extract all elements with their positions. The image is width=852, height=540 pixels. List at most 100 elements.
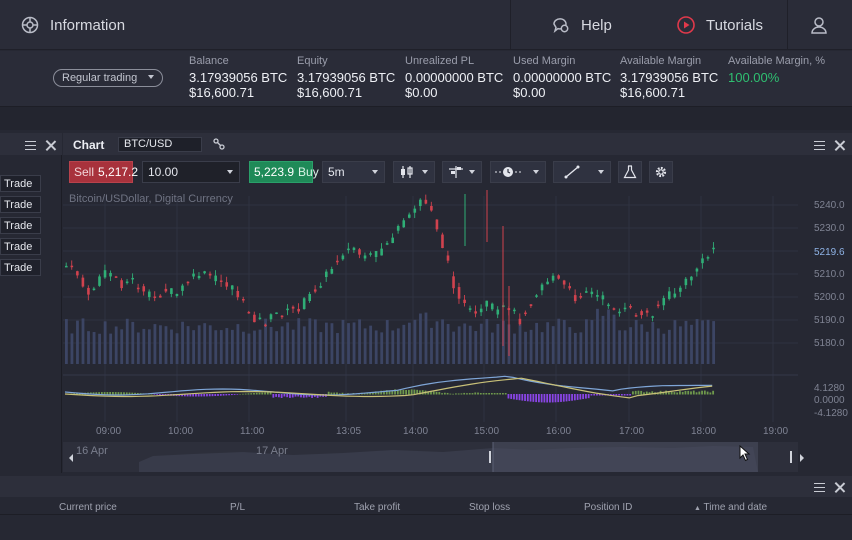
macd-bar [703, 390, 706, 395]
volume-bar [629, 327, 633, 364]
volume-bar [170, 329, 173, 364]
macd-bar [214, 394, 217, 397]
column-pl[interactable]: P/L [230, 502, 246, 513]
macd-bar [518, 394, 521, 401]
volume-bar [667, 329, 671, 364]
macd-bar [197, 394, 200, 397]
close-icon[interactable] [45, 140, 56, 151]
column-take-profit[interactable]: Take profit [354, 502, 401, 513]
trade-button[interactable]: Trade [0, 259, 41, 276]
symbol-input[interactable]: BTC/USD [118, 137, 202, 152]
macd-bar [200, 394, 203, 397]
macd-bar [369, 392, 372, 395]
indicators-button[interactable] [442, 161, 482, 183]
macd-bar [186, 394, 189, 397]
candle [358, 249, 361, 255]
volume-bar [645, 331, 649, 364]
volume-bar [358, 319, 361, 364]
candle [441, 234, 444, 249]
candle [219, 280, 223, 282]
account-menu[interactable] [809, 0, 829, 50]
macd-bar [264, 392, 266, 395]
volume-bar [623, 330, 627, 364]
volume-bar [214, 330, 218, 364]
trade-button[interactable]: Trade [0, 175, 41, 192]
macd-bar [211, 394, 214, 397]
macd-bar [537, 394, 540, 403]
help-label: Help [581, 16, 612, 34]
volume-bar [446, 324, 450, 364]
buy-button[interactable]: 5,223.9 Buy [249, 161, 319, 183]
volume-bar [690, 324, 693, 364]
close-icon[interactable] [834, 482, 845, 493]
scroll-right-icon[interactable] [798, 454, 806, 462]
trade-button[interactable]: Trade [0, 217, 41, 234]
candle [424, 199, 428, 204]
macd-bar [427, 391, 430, 395]
chart-tab[interactable]: Chart [73, 138, 105, 152]
column-position-id[interactable]: Position ID [584, 502, 633, 513]
volume-bar [490, 332, 494, 364]
scroll-left-icon[interactable] [67, 454, 75, 462]
price-chart[interactable] [63, 186, 852, 442]
macd-bar [236, 394, 239, 395]
information-label: Information [50, 16, 126, 34]
timeframe-select[interactable]: 5m [322, 161, 385, 183]
macd-bar [391, 390, 394, 395]
candle [347, 248, 350, 251]
macd-bar [313, 394, 316, 397]
available-margin-pct-label: Available Margin, % [728, 55, 826, 67]
quantity-value: 10.00 [148, 165, 179, 179]
candle [109, 272, 112, 277]
macd-bar [297, 394, 300, 397]
candle [147, 291, 151, 298]
tutorials-menu[interactable]: Tutorials [676, 0, 763, 50]
close-icon[interactable] [834, 140, 845, 151]
navigator-right-handle[interactable] [790, 451, 792, 463]
sell-button[interactable]: Sell 5,217.2 [69, 161, 138, 183]
trading-mode-select[interactable]: Regular trading [53, 69, 163, 87]
trade-button[interactable]: Trade [0, 196, 41, 213]
navigator-left-handle[interactable] [489, 451, 491, 463]
candle [413, 208, 417, 213]
column-stop-loss[interactable]: Stop loss [469, 502, 511, 513]
trendline-button[interactable] [553, 161, 611, 183]
volume-bar [347, 323, 350, 364]
equity-usd: $16,600.71 [297, 85, 363, 100]
candle [131, 277, 134, 280]
menu-icon[interactable] [814, 141, 825, 150]
help-menu[interactable]: Help [551, 0, 612, 50]
menu-icon[interactable] [814, 483, 825, 492]
volume-bar [247, 333, 251, 364]
chart-type-button[interactable] [393, 161, 435, 183]
volume-bar [65, 319, 68, 364]
lab-button[interactable] [618, 161, 642, 183]
information-menu[interactable]: Information [20, 0, 125, 50]
settings-button[interactable] [649, 161, 673, 183]
menu-icon[interactable] [25, 141, 36, 150]
link-icon[interactable] [213, 138, 225, 150]
volume-bar [463, 323, 467, 364]
column-time-and-date[interactable]: ▲ Time and date [694, 502, 767, 513]
macd-bar [302, 394, 305, 398]
time-tick: 14:00 [403, 426, 429, 437]
column-current-price[interactable]: Current price [59, 502, 117, 513]
unrealized-pl-label: Unrealized PL [405, 55, 475, 67]
volume-bar [607, 309, 610, 364]
chart-navigator[interactable]: 16 Apr 17 Apr [63, 442, 804, 472]
trade-button[interactable]: Trade [0, 238, 41, 255]
candle [452, 276, 455, 289]
macd-bar [192, 394, 195, 397]
volume-bar [385, 320, 389, 364]
macd-bar [131, 392, 134, 395]
drawing-tools-button[interactable] [490, 161, 546, 183]
volume-bar [546, 322, 550, 364]
quantity-input[interactable]: 10.00 [142, 161, 240, 183]
macd-bar [208, 394, 211, 397]
volume-bar [142, 328, 146, 364]
indicator-tick: 0.0000 [814, 395, 845, 406]
balance-usd: $16,600.71 [189, 85, 255, 100]
candle [203, 271, 206, 274]
macd-bar [338, 393, 341, 395]
indicator-lines [64, 375, 713, 399]
